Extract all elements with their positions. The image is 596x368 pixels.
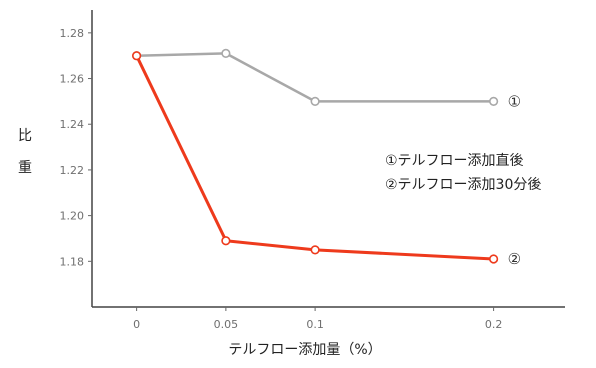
legend-entry-2: ②テルフロー添加30分後 <box>385 177 541 193</box>
legend-entry-1: ①テルフロー添加直後 <box>385 152 524 169</box>
y-axis-title-char: 重 <box>18 160 32 176</box>
x-tick-label: 0.1 <box>306 318 324 331</box>
x-tick-label: 0.05 <box>214 318 239 331</box>
series-line-2 <box>135 55 494 261</box>
series-end-label: ① <box>508 92 521 110</box>
y-tick-label: 1.26 <box>60 73 85 86</box>
series-2-point <box>221 236 231 246</box>
x-tick-label: 0 <box>133 318 140 331</box>
y-tick-label: 1.24 <box>60 118 85 131</box>
y-tick-label: 1.18 <box>60 255 85 268</box>
x-axis-title: テルフロー添加量（%） <box>228 342 381 358</box>
series-2-point <box>132 51 142 61</box>
series-1-point <box>310 96 320 106</box>
series-1-point <box>221 48 231 59</box>
y-tick-label: 1.28 <box>60 27 85 40</box>
y-tick-label: 1.20 <box>60 210 85 223</box>
series-2-point <box>310 245 320 255</box>
y-tick-label: 1.22 <box>60 164 85 177</box>
series-line-1 <box>136 52 494 103</box>
x-tick-label: 0.2 <box>485 318 503 331</box>
series-end-label: ② <box>508 250 521 268</box>
series-1-point <box>489 96 499 106</box>
series-2-point <box>489 254 499 264</box>
y-axis-title-char: 比 <box>18 128 32 144</box>
